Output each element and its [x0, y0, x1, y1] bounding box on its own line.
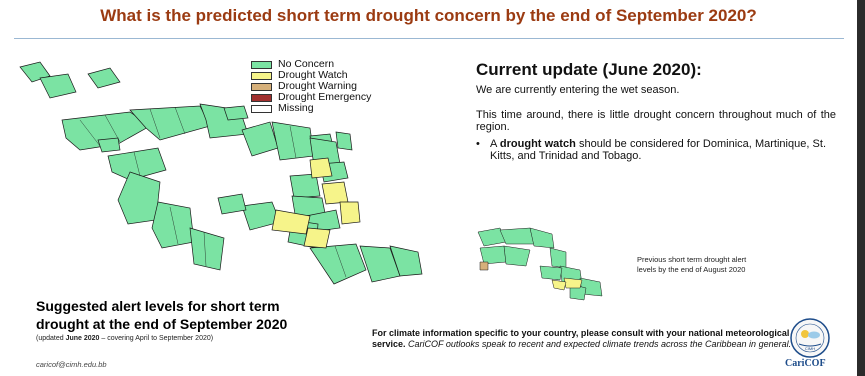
- legend-item: No Concern: [251, 59, 371, 70]
- bullet-dot: •: [476, 138, 480, 150]
- prev-region-warning: [479, 261, 489, 271]
- prev-region: [503, 245, 531, 267]
- prev-region: [529, 227, 555, 249]
- region-bahamas-west: [19, 61, 51, 83]
- bullet-post: should be considered for Dominica, Marti…: [490, 138, 827, 162]
- legend-swatch: [251, 104, 272, 113]
- legend-label: Drought Warning: [278, 80, 357, 92]
- legend-item: Drought Emergency: [251, 92, 371, 103]
- page-title: What is the predicted short term drought…: [100, 6, 757, 25]
- prev-region: [539, 265, 563, 281]
- caricof-logo: CariCOF: [785, 358, 826, 369]
- region-cuba-central: [129, 105, 211, 141]
- bullet-text: A drought watch should be considered for…: [490, 138, 826, 162]
- region-cayman: [97, 137, 121, 153]
- legend-item: Drought Watch: [251, 70, 371, 81]
- update-paragraph-2: This time around, there is little drough…: [476, 109, 836, 133]
- legend-swatch: [251, 60, 272, 69]
- window-edge: [857, 0, 865, 376]
- bullet-pre: A: [490, 138, 497, 150]
- consult-italic: CariCOF outlooks speak to recent and exp…: [408, 339, 792, 349]
- region-cam-north: [117, 171, 161, 225]
- suggested-title: Suggested alert levels for short term dr…: [36, 297, 287, 333]
- main-drought-map: [19, 61, 423, 285]
- title-divider: [14, 38, 844, 39]
- region-tobago-watch: [303, 227, 331, 249]
- region-abc: [217, 193, 247, 215]
- suggested-line-1: Suggested alert levels for short term: [36, 298, 280, 314]
- bullet-bold: drought watch: [499, 138, 576, 150]
- region-anguilla: [335, 131, 353, 151]
- region-cam-south: [189, 227, 225, 271]
- region-guadeloupe: [289, 173, 321, 199]
- region-martinique-watch: [339, 201, 361, 225]
- update-paragraph-1: We are currently entering the wet season…: [476, 84, 680, 96]
- region-bahamas-mid: [39, 73, 77, 99]
- consult-bold: For climate information specific to your…: [372, 328, 790, 349]
- legend-label: Missing: [278, 102, 314, 114]
- prev-region-watch: [551, 279, 567, 291]
- sub-bold: June 2020: [65, 335, 100, 342]
- region-guyana: [309, 243, 367, 285]
- region-turks: [223, 105, 249, 121]
- previous-drought-map: [477, 227, 603, 301]
- region-bahamas-east: [87, 67, 121, 89]
- sub-post: – covering April to September 2020): [101, 335, 214, 342]
- suggested-subtitle: (updated June 2020 – covering April to S…: [36, 335, 213, 342]
- consult-note: For climate information specific to your…: [372, 328, 792, 350]
- legend-swatch: [251, 82, 272, 91]
- update-bullet: • A drought watch should be considered f…: [476, 138, 826, 162]
- prev-region: [479, 245, 507, 265]
- seal-label: CIMH: [805, 346, 815, 351]
- suggested-line-2: drought at the end of September 2020: [36, 316, 288, 332]
- legend-item: Missing: [251, 103, 371, 114]
- legend-item: Drought Warning: [251, 81, 371, 92]
- cimh-seal-icon: CIMH: [790, 318, 830, 358]
- region-hispaniola-west: [241, 121, 279, 157]
- region-trinidad-watch: [271, 209, 311, 235]
- contact-email: caricof@cimh.edu.bb: [36, 360, 107, 369]
- sub-pre: (updated: [36, 335, 64, 342]
- previous-map-caption: Previous short term drought alert levels…: [637, 255, 747, 274]
- map-legend: No Concern Drought Watch Drought Warning…: [251, 59, 371, 114]
- legend-label: No Concern: [278, 58, 335, 70]
- legend-swatch: [251, 93, 272, 102]
- prev-region-watch: [563, 277, 583, 289]
- legend-swatch: [251, 71, 272, 80]
- prev-region: [499, 227, 535, 245]
- region-dominica-watch: [321, 181, 349, 205]
- legend-label: Drought Emergency: [278, 91, 372, 103]
- prev-region: [549, 247, 567, 269]
- region-cam-mid: [151, 201, 195, 249]
- region-french-guiana: [389, 245, 423, 277]
- legend-label: Drought Watch: [278, 69, 348, 81]
- region-st-kitts-watch: [309, 157, 333, 179]
- update-heading: Current update (June 2020):: [476, 60, 702, 79]
- current-update-panel: Current update (June 2020): We are curre…: [476, 60, 836, 162]
